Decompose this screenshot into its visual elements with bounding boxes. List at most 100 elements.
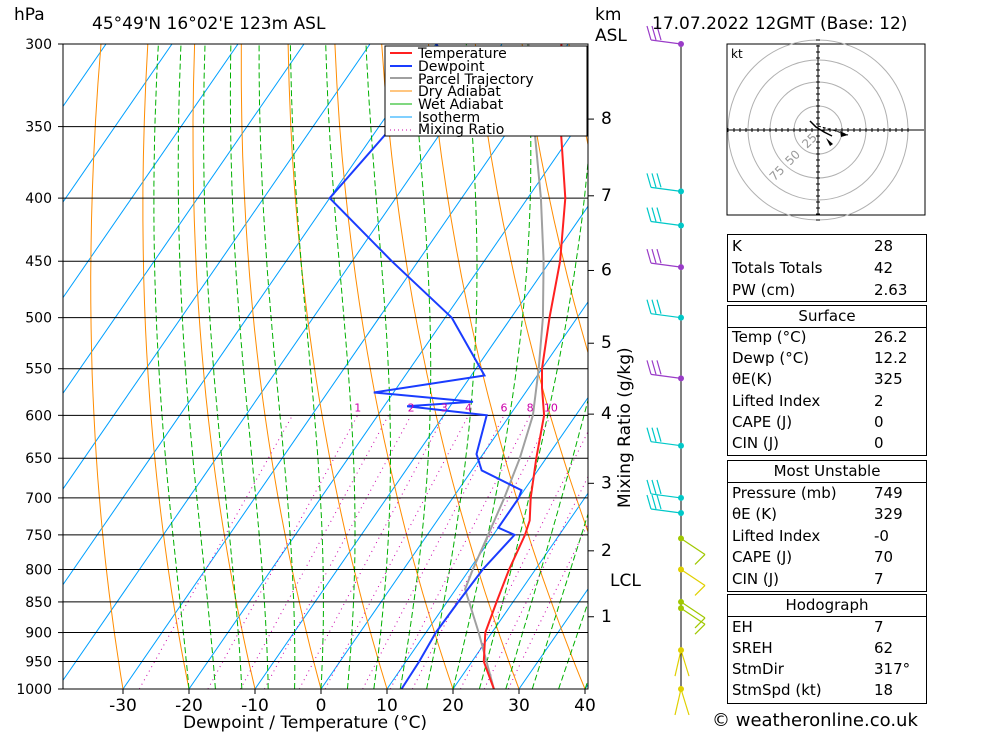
- km-tick-label: 4: [601, 404, 612, 424]
- most-unstable-table: Most Unstable Pressure (mb) 749 θE (K) 329…: [727, 460, 927, 592]
- credit-text[interactable]: © weatheronline.co.uk: [712, 710, 918, 731]
- mixing-ratio-line: [324, 415, 469, 689]
- wind-barb-feather: [694, 623, 706, 635]
- index-row-totals: Totals Totals 42: [732, 259, 894, 277]
- km-tick-label: 1: [601, 607, 612, 627]
- axes: 1 2 3 4 6 8 1030035040045050055060065070075080…: [16, 37, 611, 716]
- wind-barb: [646, 207, 682, 227]
- wet-adiabat-line: [229, 44, 269, 689]
- mu-row: CAPE (J) 70: [732, 548, 894, 566]
- mixing-ratio-line: [507, 522, 588, 689]
- indices-table: K 28 Totals Totals 42 PW (cm) 2.63: [727, 234, 927, 302]
- wind-barb: [680, 601, 706, 629]
- surface-row: Temp (°C) 26.2: [732, 328, 908, 346]
- wind-barb-feather: [656, 427, 662, 442]
- mixing-ratio-label: 8: [527, 401, 534, 414]
- wind-barb-shaft: [650, 39, 682, 45]
- temperature-tick-label: 40: [574, 696, 596, 716]
- mixing-ratio-line: [298, 415, 445, 689]
- wind-barb: [680, 537, 706, 565]
- mixing-ratio-label: 3: [441, 401, 448, 414]
- isotherm-line: [63, 44, 437, 586]
- hodo-row: StmDir 317°: [732, 660, 911, 678]
- mixing-ratio-line: [239, 415, 389, 689]
- isotherm-line: [452, 492, 588, 689]
- wind-barb: [646, 494, 682, 514]
- mu-row: Lifted Index -0: [732, 527, 889, 545]
- surface-title: Surface: [798, 307, 856, 325]
- wet-adiabat-line: [426, 44, 478, 689]
- isotherm-line: [63, 44, 305, 395]
- wet-adiabat-line: [325, 44, 356, 689]
- wind-barb-feather: [646, 360, 652, 375]
- pressure-tick-label: 1000: [16, 682, 52, 698]
- wind-barb-feather: [656, 494, 662, 510]
- surface-row: CIN (J) 0: [732, 434, 884, 452]
- wind-barb-feather: [646, 248, 652, 264]
- wind-barb-feather: [646, 25, 652, 41]
- wind-barb-feather: [694, 617, 706, 629]
- wind-barb-feather: [656, 299, 662, 314]
- wind-barb-feather: [651, 494, 657, 510]
- legend-parcel: Parcel Trajectory: [418, 72, 534, 88]
- wet-adiabat-line: [203, 44, 243, 689]
- datetime-title: 17.07.2022 12GMT (Base: 12): [652, 14, 907, 34]
- surface-table: Surface Temp (°C) 26.2 Dewp (°C) 12.2 θE(K…: [727, 305, 927, 456]
- hodograph-arrow-icon: [840, 131, 848, 137]
- wind-barb: [646, 173, 682, 192]
- wind-barb-feather: [651, 360, 657, 375]
- wind-barb-feather: [694, 585, 706, 596]
- surface-row: Dewp (°C) 12.2: [732, 349, 908, 367]
- wind-barb-feather: [646, 479, 652, 495]
- dry-adiabat-line: [943, 44, 1000, 689]
- pressure-tick-label: 450: [25, 254, 52, 270]
- km-tick-label: 8: [601, 109, 612, 129]
- wind-barb-feather: [656, 207, 662, 222]
- hodograph-table-title: Hodograph: [785, 596, 869, 614]
- x-axis-title: Dewpoint / Temperature (°C): [183, 713, 427, 733]
- pressure-tick-label: 550: [25, 362, 52, 378]
- hodograph-unit: kt: [731, 47, 743, 61]
- dry-adiabat-line: [521, 44, 588, 355]
- isotherm-line: [320, 301, 588, 689]
- km-tick-label: 6: [601, 260, 612, 280]
- location-title: 45°49'N 16°02'E 123m ASL: [92, 14, 326, 34]
- isotherm-line: [63, 44, 107, 108]
- wind-barb: [646, 248, 682, 268]
- wind-barb: [646, 25, 682, 45]
- mixing-ratio-label: 1: [354, 401, 361, 414]
- wind-barb-feather: [656, 479, 662, 495]
- mu-row: θE (K) 329: [732, 505, 903, 523]
- surface-row: θE(K) 325: [732, 370, 903, 388]
- surface-row: CAPE (J) 0: [732, 413, 884, 431]
- wind-barb: [680, 607, 706, 635]
- pressure-tick-label: 300: [25, 37, 52, 53]
- temperature-tick-label: -20: [175, 696, 203, 716]
- wind-barb: [646, 360, 682, 379]
- legend-wet-adiabat: Wet Adiabat: [418, 97, 504, 113]
- hodo-row: EH 7: [732, 618, 884, 636]
- temperature-tick-label: 30: [508, 696, 530, 716]
- wind-barb-feather: [646, 207, 652, 222]
- wind-barb: [680, 568, 706, 596]
- legend-temperature: Temperature: [417, 46, 507, 62]
- wind-barb-feather: [651, 207, 657, 222]
- wind-barb-feather: [651, 479, 657, 495]
- isotherm-line: [63, 44, 173, 203]
- wind-barb: [646, 479, 682, 499]
- isotherm-line: [518, 588, 588, 689]
- temperature-line: [482, 44, 567, 689]
- wind-barb-feather: [656, 173, 662, 188]
- mixing-ratio-axis-title: Mixing Ratio (g/kg): [615, 347, 635, 508]
- pressure-tick-label: 350: [25, 120, 52, 136]
- legend-isotherm: Isotherm: [418, 110, 480, 126]
- wind-barb-shaft: [650, 313, 682, 319]
- mu-row: Pressure (mb) 749: [732, 484, 903, 502]
- pressure-tick-label: 650: [25, 451, 52, 467]
- mu-row: CIN (J) 7: [732, 570, 884, 588]
- wet-adiabat-line: [399, 44, 432, 689]
- temperature-tick-label: 10: [376, 696, 398, 716]
- km-tick-label: 2: [601, 541, 612, 561]
